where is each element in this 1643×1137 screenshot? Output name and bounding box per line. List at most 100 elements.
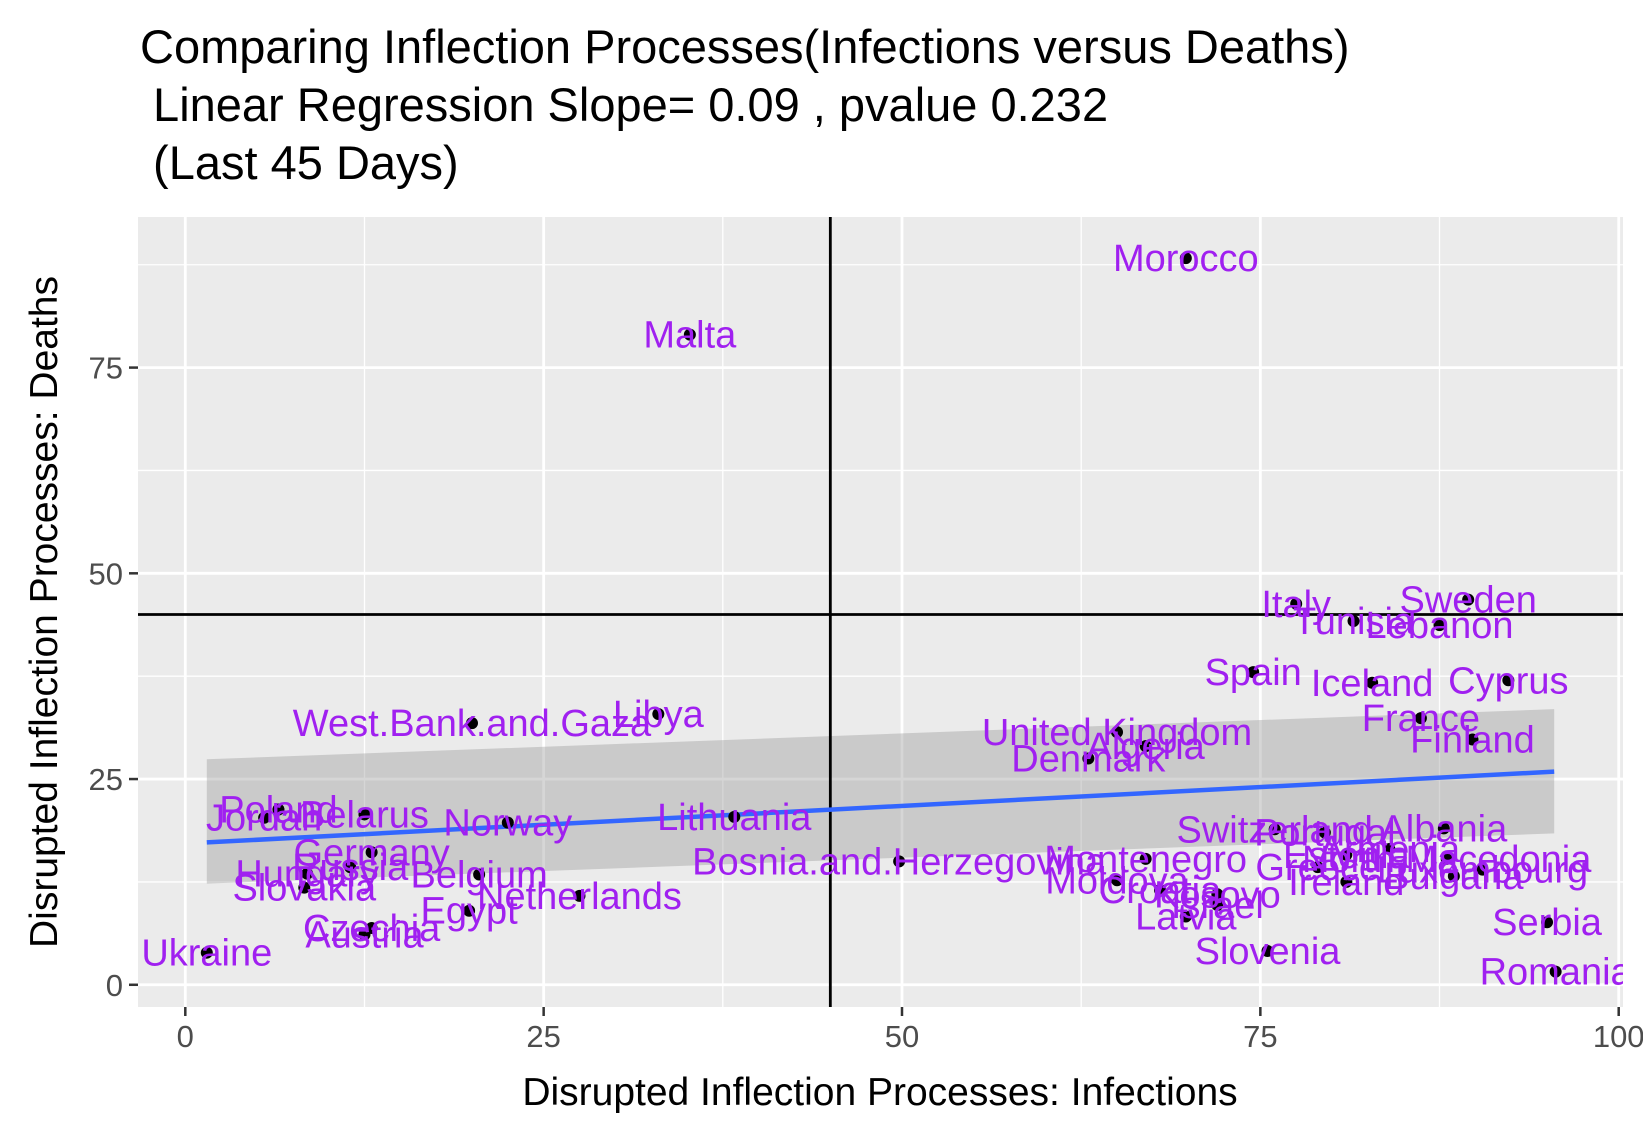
data-point-label: Morocco: [1113, 238, 1259, 280]
data-point-label: Spain: [1205, 652, 1302, 694]
x-tick-label: 75: [1243, 1019, 1277, 1054]
data-point-label: Bulgaria: [1384, 856, 1524, 898]
data-point: [1462, 593, 1475, 606]
x-tick-label: 0: [177, 1019, 194, 1054]
data-point-label: Germany: [294, 832, 450, 874]
data-point: [1082, 752, 1095, 765]
data-point-label: Ukraine: [141, 933, 272, 975]
data-point-label: Switzerland: [1176, 809, 1372, 851]
data-point: [1549, 965, 1562, 978]
data-point: [893, 855, 906, 868]
data-point: [501, 816, 514, 829]
y-tick-label: 50: [89, 556, 123, 591]
data-point: [1447, 870, 1460, 883]
data-point: [298, 881, 311, 894]
data-point-label: Portugal: [1254, 813, 1396, 855]
data-point-label: Slovenia: [1195, 931, 1342, 973]
data-point: [1340, 875, 1353, 888]
data-point: [473, 868, 486, 881]
reference-lines: [138, 217, 1623, 1007]
data-point: [728, 810, 741, 823]
x-axis: 0 25 50 75 100: [177, 1007, 1643, 1054]
data-point-label: Cyprus: [1448, 660, 1568, 702]
data-point-label: Belarus: [300, 794, 429, 836]
data-point: [1211, 888, 1224, 901]
data-point: [1311, 861, 1324, 874]
data-point: [463, 904, 476, 917]
data-point-label: North.Macedonia: [1302, 839, 1592, 881]
y-axis-title: Disrupted Inflection Processes: Deaths: [23, 276, 66, 948]
data-point-label: Israel: [1171, 885, 1264, 927]
data-point: [1347, 615, 1360, 628]
data-point-label: Russia: [292, 847, 409, 889]
data-points: [200, 252, 1562, 978]
data-point: [1440, 852, 1453, 865]
data-point: [1154, 884, 1167, 897]
data-point-label: West.Bank.and.Gaza: [293, 703, 652, 745]
data-point: [1290, 597, 1303, 610]
y-tick-label: 25: [89, 762, 123, 797]
data-point-label: Austria: [305, 915, 424, 957]
data-point-label: Netherlands: [477, 876, 682, 918]
data-point-label: Croatia: [1099, 870, 1222, 912]
data-point: [1541, 916, 1554, 929]
data-point: [1383, 843, 1396, 855]
data-point: [200, 946, 213, 959]
data-point-label: Tunisia: [1293, 601, 1415, 643]
data-point: [1179, 910, 1192, 923]
grid-lines: [138, 217, 1623, 1007]
data-point-label: Lithuania: [657, 797, 812, 839]
data-point-label: Slovakia: [232, 868, 376, 910]
data-point: [301, 867, 314, 880]
data-point: [1318, 826, 1331, 839]
data-point: [365, 846, 378, 859]
data-point-label: Romania: [1480, 952, 1633, 994]
data-point: [1466, 733, 1479, 746]
data-point: [1268, 823, 1281, 836]
data-point-label: Czechia: [303, 908, 441, 950]
data-point-label: Albania: [1380, 808, 1508, 850]
regression-line: [206, 769, 1555, 845]
data-point: [573, 889, 586, 902]
data-point: [272, 803, 285, 816]
data-point: [465, 717, 478, 730]
data-point-label: United Kingdom: [982, 712, 1252, 754]
data-point-label: France: [1362, 698, 1480, 740]
data-point-label: Belgium: [411, 855, 548, 897]
data-point-label: Lebanon: [1366, 605, 1514, 647]
data-point: [258, 811, 271, 824]
data-point: [652, 708, 665, 721]
data-point: [1366, 676, 1379, 689]
data-point-label: Norway: [443, 803, 572, 845]
data-point-label: Italy: [1261, 584, 1331, 626]
data-point: [1247, 666, 1260, 679]
data-point-label: Montenegro: [1044, 839, 1247, 881]
y-tick-label: 75: [89, 351, 123, 386]
data-point: [1476, 863, 1489, 876]
data-point-label: Armenia: [1319, 829, 1461, 871]
data-point-label: Malta: [643, 315, 737, 357]
data-point-label: Hungary: [235, 854, 379, 896]
data-point-label: Estonia: [1283, 835, 1411, 877]
chart-title-line-1: Comparing Inflection Processes(Infection…: [140, 20, 1349, 73]
data-point-label: Greece: [1255, 847, 1380, 889]
x-tick-label: 100: [1593, 1019, 1643, 1054]
plot-panel: [138, 217, 1623, 1007]
x-axis-title: Disrupted Inflection Processes: Infectio…: [522, 1071, 1237, 1114]
x-tick-label: 50: [885, 1019, 919, 1054]
data-point-label: Denmark: [1011, 738, 1166, 780]
data-point: [1111, 726, 1124, 739]
data-point-label: Finland: [1410, 720, 1535, 762]
data-point: [344, 861, 357, 874]
x-tick-label: 25: [526, 1019, 560, 1054]
data-point-label: Moldova: [1045, 860, 1189, 902]
data-point-label: Kosovo: [1154, 874, 1281, 916]
data-point-label: Egypt: [421, 891, 519, 933]
data-point: [1139, 740, 1152, 753]
data-point: [1414, 712, 1427, 725]
data-point-label: Libya: [613, 694, 705, 736]
y-axis: 0 25 50 75: [89, 351, 138, 1003]
data-point: [1502, 674, 1515, 687]
